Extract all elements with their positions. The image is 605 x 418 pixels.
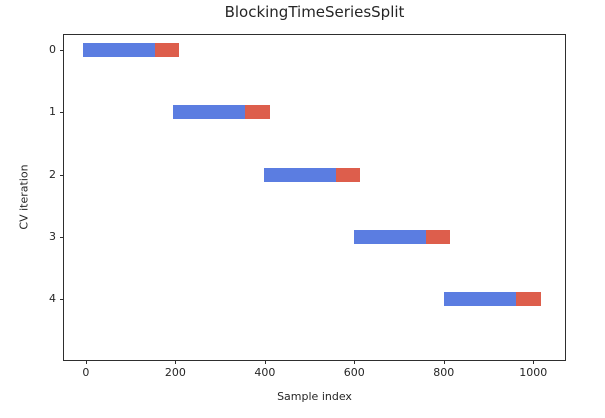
test-bar-segment	[335, 167, 361, 182]
y-tick-label: 0	[49, 42, 56, 56]
train-bar-segment	[82, 42, 162, 57]
x-tick-label: 0	[82, 366, 90, 379]
y-tick-mark	[60, 174, 64, 176]
y-axis-label: CV iteration	[17, 164, 31, 230]
x-axis-label: Sample index	[277, 390, 352, 403]
chart-title: BlockingTimeSeriesSplit	[224, 3, 405, 21]
y-tick-label: 2	[49, 167, 56, 181]
x-tick-label: 800	[433, 366, 455, 379]
train-bar-segment	[353, 230, 433, 245]
train-bar-segment	[173, 105, 252, 120]
y-tick-mark	[60, 112, 64, 114]
y-tick-mark	[60, 49, 64, 51]
train-bar-segment	[263, 167, 342, 182]
y-tick-label: 3	[49, 229, 56, 243]
test-bar-segment	[516, 292, 541, 307]
plot-area: 0 200 400 600 800 1000 0 1 2 3 4	[49, 34, 566, 379]
x-tick-label: 200	[164, 366, 186, 379]
x-tick-mark	[85, 360, 87, 364]
y-tick-mark	[60, 237, 64, 239]
test-bar-segment	[154, 42, 180, 57]
x-tick-mark	[533, 360, 535, 364]
x-tick-mark	[264, 360, 266, 364]
x-tick-label: 1000	[519, 366, 548, 379]
x-tick-label: 400	[254, 366, 276, 379]
x-tick-mark	[175, 360, 177, 364]
test-bar-segment	[245, 105, 270, 120]
test-bar-segment	[425, 230, 451, 245]
x-tick-label: 600	[343, 366, 365, 379]
x-tick-mark	[354, 360, 356, 364]
x-tick-mark	[443, 360, 445, 364]
y-tick-label: 4	[49, 292, 56, 306]
y-tick-label: 1	[49, 105, 56, 119]
y-tick-mark	[60, 299, 64, 301]
train-bar-segment	[444, 292, 523, 307]
